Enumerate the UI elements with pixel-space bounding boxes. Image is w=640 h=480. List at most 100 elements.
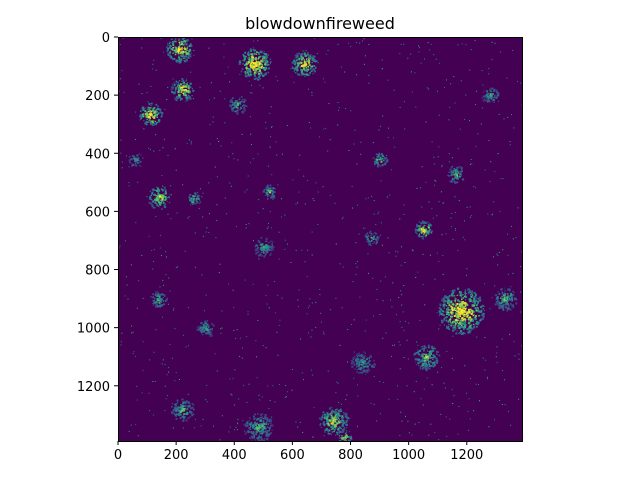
heatmap-cell [434, 432, 436, 434]
heatmap-cell [376, 237, 379, 240]
heatmap-cell [467, 316, 470, 319]
heatmap-cell [359, 363, 361, 365]
heatmap-cell [429, 352, 432, 355]
heatmap-cell [360, 355, 363, 358]
heatmap-cell [471, 163, 473, 165]
heatmap-cell [311, 65, 314, 68]
heatmap-cell [501, 370, 503, 372]
heatmap-cell [252, 65, 255, 68]
heatmap-cell [468, 300, 470, 302]
heatmap-cell [255, 433, 258, 436]
heatmap-cell [455, 177, 458, 180]
heatmap-cell [169, 50, 171, 52]
heatmap-cell [251, 424, 255, 427]
heatmap-cell [453, 308, 455, 311]
heatmap-cell [493, 89, 496, 92]
heatmap-cell [387, 237, 389, 239]
heatmap-cell [474, 315, 478, 318]
heatmap-cell [179, 99, 182, 101]
heatmap-cell [452, 178, 455, 181]
heatmap-cell [513, 341, 515, 343]
heatmap-cell [175, 403, 178, 405]
heatmap-cell [504, 379, 506, 381]
heatmap-cell [213, 425, 215, 427]
heatmap-cell [246, 69, 249, 72]
heatmap-cell [184, 250, 186, 252]
heatmap-cell [314, 60, 316, 63]
heatmap-cell [355, 359, 358, 362]
heatmap-cell [233, 329, 235, 331]
heatmap-cell [156, 199, 158, 202]
heatmap-cell [128, 160, 131, 163]
heatmap-cell [461, 317, 463, 320]
heatmap-cell [385, 161, 388, 163]
heatmap-cell [271, 424, 274, 427]
heatmap-cell [507, 300, 509, 302]
heatmap-cell [354, 364, 356, 366]
heatmap-cell [129, 158, 132, 161]
heatmap-cell [187, 84, 190, 88]
heatmap-cell [265, 192, 268, 195]
heatmap-cell [410, 71, 412, 73]
heatmap-cell [451, 388, 453, 390]
heatmap-cell [334, 419, 336, 422]
heatmap-cell [266, 188, 269, 192]
heatmap-cell [146, 108, 148, 110]
heatmap-cell [156, 116, 158, 119]
heatmap-cell [408, 432, 410, 434]
heatmap-cell [169, 54, 171, 56]
heatmap-cell [122, 37, 124, 39]
heatmap-cell [257, 319, 259, 321]
heatmap-cell [164, 385, 166, 387]
heatmap-cell [446, 435, 448, 437]
heatmap-cell [423, 347, 425, 349]
heatmap-cell [430, 228, 432, 230]
heatmap-cell [464, 118, 466, 120]
heatmap-cell [376, 240, 378, 242]
heatmap-cell [420, 232, 423, 234]
heatmap-cell [307, 307, 309, 309]
heatmap-cell [310, 56, 313, 59]
heatmap-cell [177, 59, 180, 62]
heatmap-cell [269, 424, 272, 427]
heatmap-cell [260, 255, 262, 257]
heatmap-cell [431, 347, 433, 349]
heatmap-cell [250, 92, 252, 94]
heatmap-cell [480, 314, 482, 317]
heatmap-cell [451, 226, 453, 228]
heatmap-cell [333, 412, 335, 414]
heatmap-cell [403, 329, 405, 331]
heatmap-cell [184, 89, 186, 91]
heatmap-cell [192, 203, 194, 205]
heatmap-cell [507, 273, 509, 275]
heatmap-cell [259, 426, 262, 428]
heatmap-cell [356, 74, 358, 76]
heatmap-cell [179, 59, 182, 62]
heatmap-cell [254, 63, 257, 65]
heatmap-cell [373, 376, 375, 378]
heatmap-cell [233, 158, 235, 160]
heatmap-cell [269, 112, 271, 114]
heatmap-cell [180, 97, 182, 99]
heatmap-cell [265, 248, 268, 251]
heatmap-cell [496, 296, 499, 299]
heatmap-cell [442, 273, 444, 275]
heatmap-cell [304, 76, 306, 78]
heatmap-cell [314, 66, 317, 69]
heatmap-cell [274, 401, 276, 403]
heatmap-cell [496, 95, 499, 97]
heatmap-cell [510, 303, 512, 305]
heatmap-cell [247, 62, 250, 65]
heatmap-cell [190, 50, 192, 52]
heatmap-cell [156, 121, 159, 124]
heatmap-cell [328, 103, 330, 105]
heatmap-cell [319, 423, 322, 426]
heatmap-cell [453, 395, 455, 397]
heatmap-cell [510, 424, 512, 426]
heatmap-cell [186, 39, 189, 42]
heatmap-cell [263, 189, 265, 191]
heatmap-cell [302, 56, 304, 58]
heatmap-cell [396, 385, 398, 387]
heatmap-cell [464, 295, 468, 298]
heatmap-cell [502, 309, 505, 312]
